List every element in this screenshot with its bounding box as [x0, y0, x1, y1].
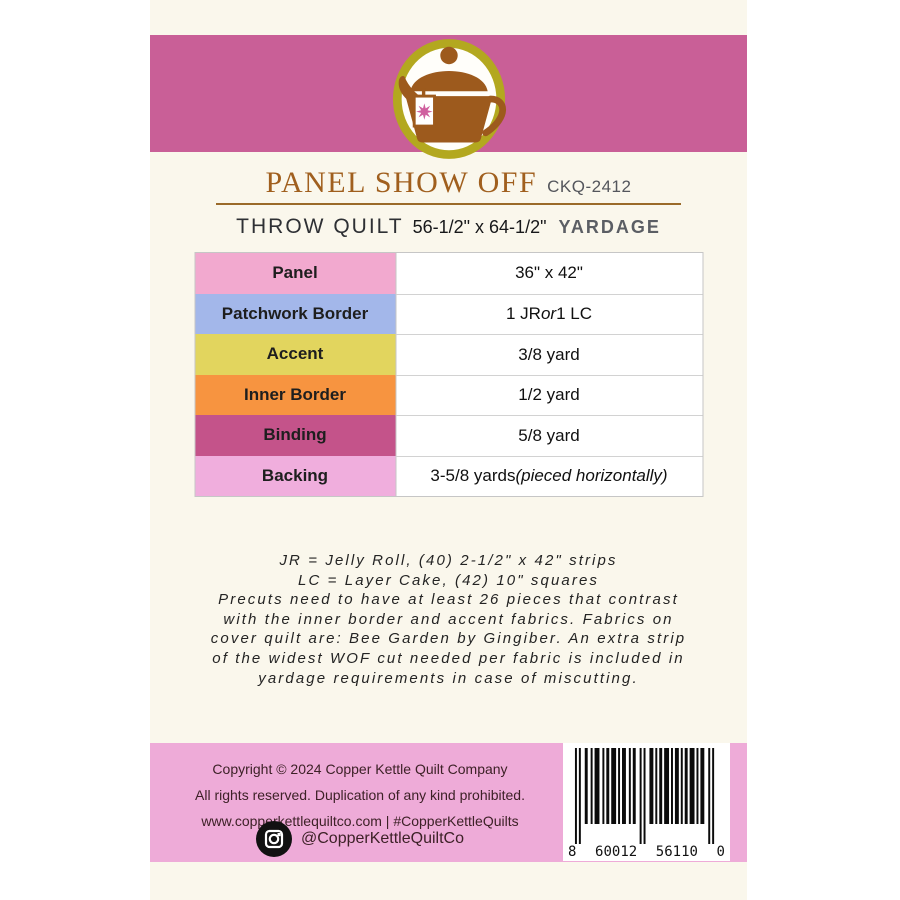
value-italic: or — [540, 304, 557, 324]
notes-line: yardage requirements in case of miscutti… — [258, 669, 639, 687]
footer-banner: Copyright © 2024 Copper Kettle Quilt Com… — [150, 743, 747, 862]
instagram-icon — [256, 821, 292, 857]
product-code: CKQ-2412 — [547, 177, 632, 196]
pattern-back-cover: PANEL SHOW OFF CKQ-2412 THROW QUILT 56-1/2… — [150, 0, 747, 900]
row-label: Accent — [195, 334, 395, 375]
table-row-patchwork-border: Patchwork Border 1 JR or 1 LC — [195, 293, 702, 334]
barcode: 8 60012 56110 0 — [563, 743, 730, 861]
table-row-accent: Accent 3/8 yard — [195, 334, 702, 375]
row-value: 36" x 42" — [395, 253, 702, 294]
row-label: Backing — [195, 455, 395, 496]
value-text: 1 LC — [556, 304, 592, 324]
title-divider — [215, 203, 681, 205]
value-text: 36" x 42" — [515, 263, 583, 283]
barcode-digit: 0 — [716, 844, 725, 860]
row-value: 1/2 yard — [395, 374, 702, 415]
row-label: Inner Border — [195, 374, 395, 415]
table-row-panel: Panel 36" x 42" — [195, 253, 702, 294]
row-value: 3/8 yard — [395, 334, 702, 375]
barcode-digit-group: 56110 — [655, 844, 698, 860]
tea-tag-star — [415, 103, 433, 120]
teapot-logo-icon — [392, 39, 506, 159]
row-label: Patchwork Border — [195, 293, 395, 334]
notes-line: LC = Layer Cake, (42) 10" squares — [298, 571, 599, 589]
title-row: PANEL SHOW OFF CKQ-2412 — [150, 166, 747, 200]
notes-line: with the inner border and accent fabrics… — [223, 610, 674, 628]
barcode-digits: 8 60012 56110 0 — [568, 844, 725, 860]
value-text: 3-5/8 yards — [430, 466, 516, 486]
instagram-row: @CopperKettleQuiltCo — [150, 820, 570, 858]
value-text: 5/8 yard — [518, 425, 580, 445]
value-italic: (pieced horizontally) — [515, 466, 668, 486]
table-row-inner-border: Inner Border 1/2 yard — [195, 374, 702, 415]
notes-line: JR = Jelly Roll, (40) 2-1/2" x 42" strip… — [279, 552, 618, 569]
yardage-heading: YARDAGE — [558, 217, 661, 237]
yardage-table: Panel 36" x 42" Patchwork Border 1 JR or… — [194, 252, 703, 497]
copyright-line: Copyright © 2024 Copper Kettle Quilt Com… — [212, 761, 508, 777]
value-text: 1 JR — [505, 304, 541, 324]
page-title: PANEL SHOW OFF — [265, 166, 538, 199]
brand-logo — [391, 37, 507, 161]
row-value: 5/8 yard — [395, 415, 702, 456]
value-text: 1/2 yard — [518, 385, 580, 405]
quilt-type-label: THROW QUILT — [236, 215, 404, 238]
notes-paragraph: JR = Jelly Roll, (40) 2-1/2" x 42" strip… — [150, 551, 747, 688]
quilt-dimensions: 56-1/2" x 64-1/2" — [412, 217, 547, 237]
instagram-handle: @CopperKettleQuiltCo — [301, 830, 464, 847]
rights-line: All rights reserved. Duplication of any … — [195, 787, 525, 803]
row-value: 1 JR or 1 LC — [395, 293, 702, 334]
row-label: Binding — [195, 415, 395, 456]
table-row-binding: Binding 5/8 yard — [195, 415, 702, 456]
value-text: 3/8 yard — [518, 344, 580, 364]
footer-text: Copyright © 2024 Copper Kettle Quilt Com… — [150, 756, 570, 834]
notes-line: Precuts need to have at least 26 pieces … — [218, 591, 679, 609]
notes-line: cover quilt are: Bee Garden by Gingiber.… — [210, 630, 687, 648]
barcode-digit-group: 60012 — [595, 844, 638, 860]
row-value: 3-5/8 yards (pieced horizontally) — [395, 455, 702, 496]
barcode-digit: 8 — [568, 844, 577, 860]
barcode-bars — [574, 748, 715, 844]
notes-line: of the widest WOF cut needed per fabric … — [212, 649, 685, 667]
row-label: Panel — [195, 253, 395, 294]
table-row-backing: Backing 3-5/8 yards (pieced horizontally… — [195, 455, 702, 496]
subtitle-row: THROW QUILT 56-1/2" x 64-1/2" YARDAGE — [150, 215, 747, 239]
